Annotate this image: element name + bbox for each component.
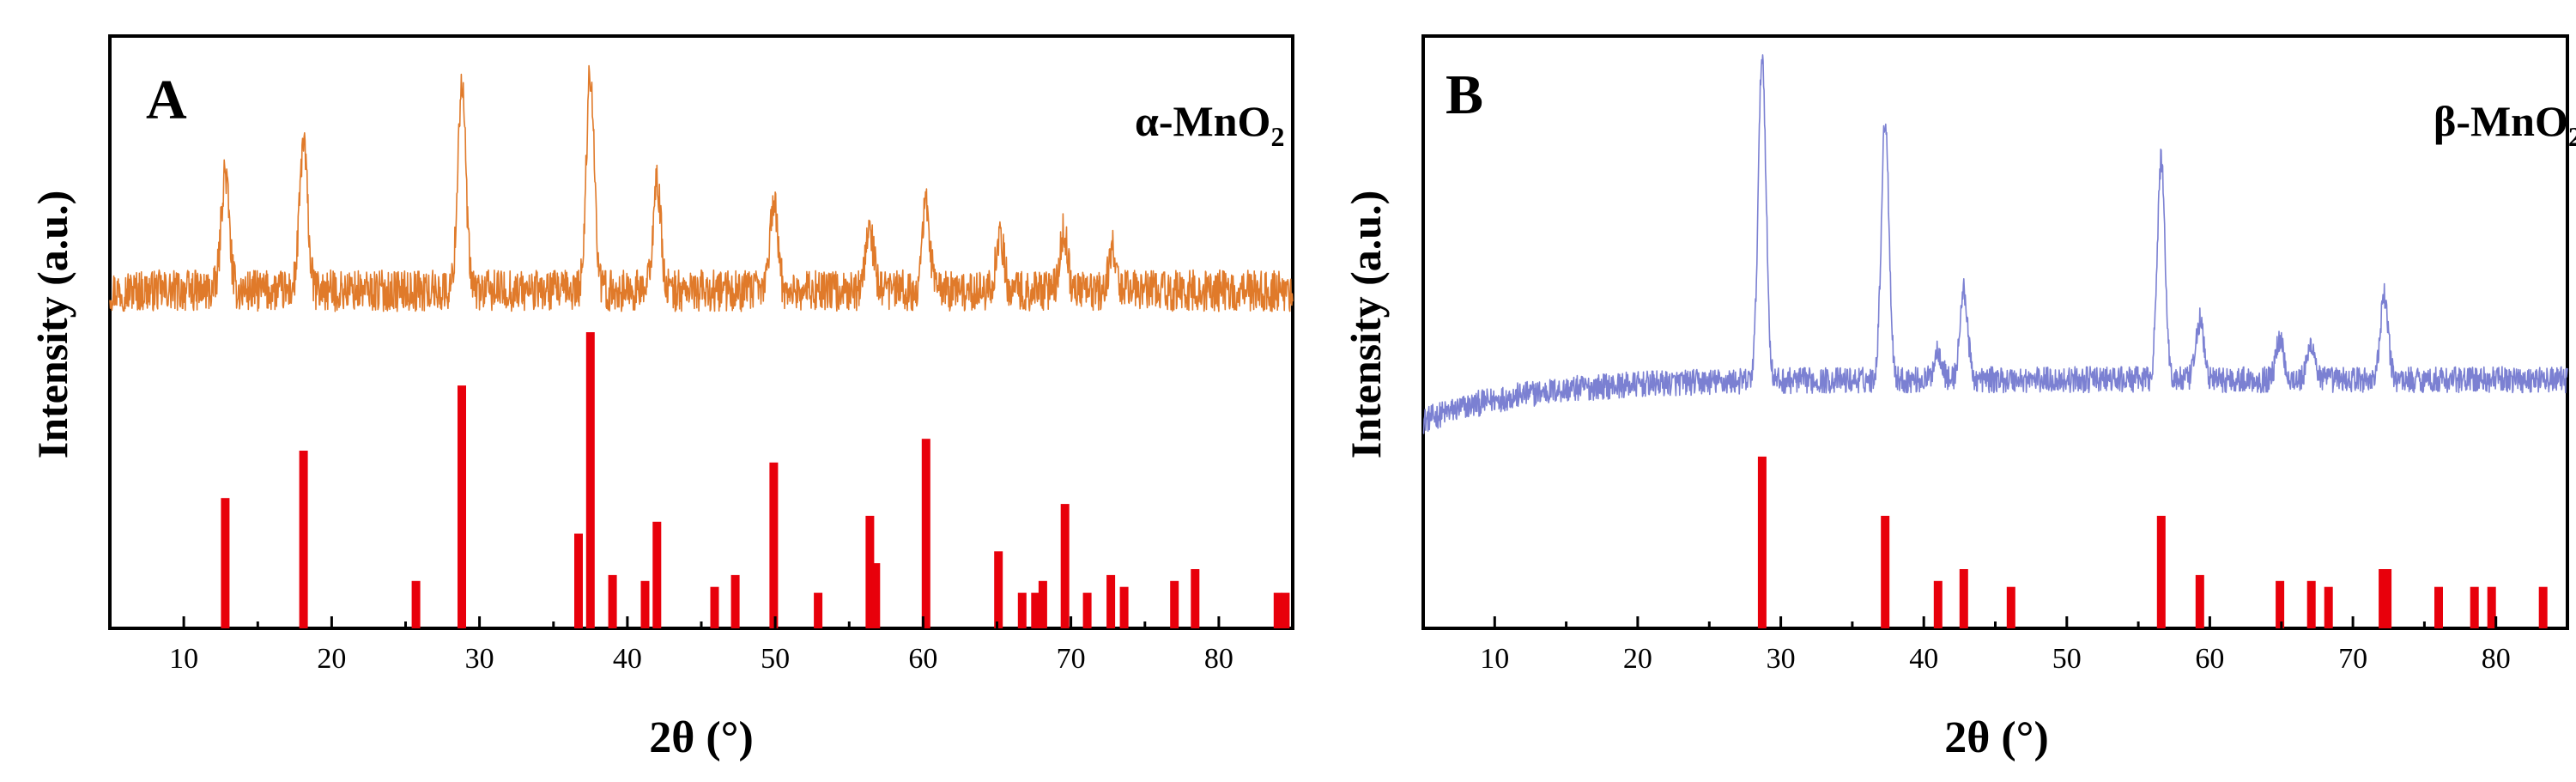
panel-a-reference-bar: [1060, 504, 1070, 628]
panel-b-tick-label: 50: [2052, 643, 2082, 675]
panel-a-phase-subscript: 2: [1270, 121, 1284, 152]
panel-a-reference-bar: [1273, 592, 1282, 628]
panel-a-reference-bar: [1191, 569, 1200, 628]
panel-a-reference-bar: [921, 439, 930, 628]
panel-a-reference-bar: [608, 574, 617, 628]
panel-a-reference-bar: [710, 586, 719, 628]
panel-a-phase-base: α-MnO: [1135, 97, 1270, 145]
panel-b-reference-bar: [1933, 580, 1943, 628]
panel-a-y-axis-label: Intensity (a.u.): [28, 191, 76, 459]
panel-b-phase-label: β-MnO2: [2434, 97, 2576, 152]
panel-a-tick-label: 50: [761, 643, 790, 675]
panel-a-reference-bar: [1281, 592, 1290, 628]
panel-b-phase-base: β-MnO: [2434, 97, 2568, 145]
panel-b-x-axis-label: 2θ (°): [1944, 713, 2049, 762]
panel-a-reference-bar: [411, 580, 421, 628]
panel-a-reference-bar: [994, 551, 1003, 628]
panel-b-reference-bar: [2006, 586, 2015, 628]
panel-a-reference-bar: [1031, 592, 1040, 628]
panel-b-xrd-trace: [1422, 54, 2568, 434]
panel-a-reference-bar: [221, 498, 230, 628]
panel-a-reference-bar: [652, 521, 662, 628]
panel-a-reference-bar: [299, 451, 308, 628]
panel-b-reference-bar: [1959, 569, 1968, 628]
panel-a-reference-bar: [865, 515, 875, 628]
panel-b-reference-bar: [1881, 515, 1890, 628]
panel-b-tick-label: 20: [1623, 643, 1652, 675]
panel-a-reference-bar: [1106, 574, 1116, 628]
panel-a-reference-bar: [574, 533, 583, 628]
panel-b-y-axis-label: Intensity (a.u.): [1342, 191, 1390, 459]
panel-b-reference-bar: [2383, 569, 2392, 628]
panel-a-reference-bar: [871, 563, 881, 628]
panel-b-reference-bar: [2487, 586, 2496, 628]
panel-b-tick-label: 10: [1480, 643, 1509, 675]
panel-a-letter: A: [146, 69, 187, 131]
panel-a-xrd-trace-group: [109, 64, 1294, 312]
panel-a-tick-label: 10: [169, 643, 198, 675]
panel-b-beta-mno2: Intensity (a.u.) 10 20 30 40 50 60 70 80 B β-Mn…: [1342, 34, 2576, 762]
panel-a-reference-bar: [1017, 592, 1027, 628]
panel-a-tick-label: 70: [1057, 643, 1086, 675]
panel-a-plot-frame: [108, 34, 1294, 630]
panel-b-reference-bar: [2434, 586, 2443, 628]
panel-a-reference-bar: [1082, 592, 1092, 628]
panel-b-plot-frame: [1421, 34, 2569, 630]
panel-a-reference-bar: [730, 574, 740, 628]
panel-b-tick-label: 60: [2195, 643, 2224, 675]
panel-b-reference-bar: [2306, 580, 2316, 628]
panel-a-x-axis-label: 2θ (°): [649, 713, 754, 762]
panel-a-reference-bar: [769, 462, 779, 628]
panel-a-reference-bar: [1119, 586, 1129, 628]
panel-b-reference-bar: [2324, 586, 2333, 628]
panel-a-tick-label: 20: [317, 643, 346, 675]
panel-b-reference-bar: [2470, 586, 2479, 628]
panel-b-tick-label: 70: [2338, 643, 2367, 675]
panel-b-x-ticks: 10 20 30 40 50 60 70 80: [1480, 616, 2511, 675]
panel-a-tick-label: 30: [465, 643, 494, 675]
panel-b-reference-bar: [2276, 580, 2285, 628]
panel-b-reference-bars: [1757, 456, 2548, 628]
panel-a-reference-bar: [458, 385, 466, 628]
panel-b-reference-bar: [2156, 515, 2166, 628]
panel-a-reference-bar: [1038, 580, 1047, 628]
panel-b-reference-bar: [1757, 456, 1767, 628]
panel-b-tick-label: 30: [1767, 643, 1796, 675]
panel-a-reference-bar: [585, 332, 595, 628]
panel-b-reference-bar: [2538, 586, 2548, 628]
panel-a-tick-label: 80: [1204, 643, 1233, 675]
panel-a-reference-bars: [221, 332, 1290, 628]
panel-a-x-ticks: 10 20 30 40 50 60 70 80: [169, 616, 1233, 675]
panel-a-tick-label: 60: [908, 643, 937, 675]
panel-a-xrd-trace: [109, 64, 1294, 312]
panel-a-phase-label: α-MnO2: [1135, 97, 1284, 152]
panel-a-reference-bar: [814, 592, 823, 628]
panel-b-reference-bar: [2195, 574, 2204, 628]
panel-a-reference-bar: [1170, 580, 1179, 628]
panel-b-phase-subscript: 2: [2568, 121, 2576, 152]
panel-a-alpha-mno2: Intensity (a.u.) 10 20 30 40 50 60 70 80 A α-Mn…: [28, 34, 1294, 762]
panel-a-reference-bar: [640, 580, 650, 628]
panel-b-xrd-trace-group: [1422, 54, 2568, 434]
panel-b-tick-label: 80: [2482, 643, 2511, 675]
panel-a-tick-label: 40: [613, 643, 642, 675]
panel-b-letter: B: [1446, 64, 1483, 126]
panel-b-tick-label: 40: [1909, 643, 1938, 675]
